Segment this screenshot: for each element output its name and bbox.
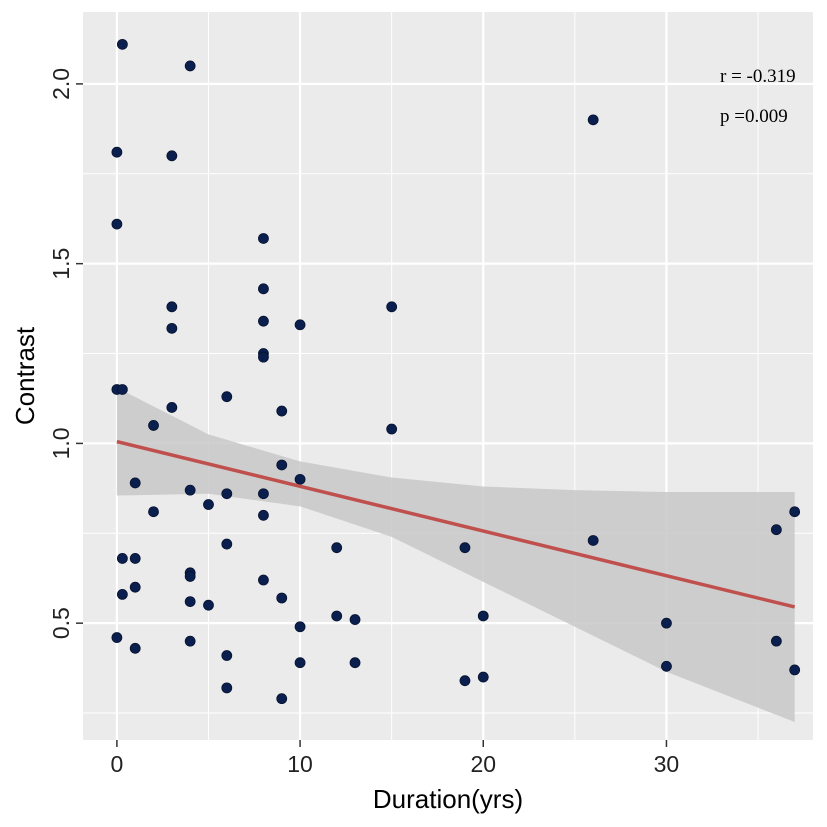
data-point <box>111 632 123 643</box>
data-point <box>258 488 269 500</box>
data-point <box>111 218 123 230</box>
data-point <box>349 614 361 625</box>
data-point <box>459 542 471 554</box>
data-point <box>203 599 214 611</box>
data-point <box>276 592 288 604</box>
data-point <box>116 589 128 600</box>
x-tick-label: 20 <box>470 751 496 777</box>
data-point <box>587 114 599 126</box>
data-point <box>276 459 288 471</box>
data-point <box>661 660 672 672</box>
data-point <box>166 301 178 313</box>
data-point <box>789 664 801 676</box>
annotation-p: p =0.009 <box>720 106 788 127</box>
confidence-band <box>116 387 795 723</box>
annotation-r: r = -0.319 <box>720 66 796 87</box>
data-point <box>184 60 196 72</box>
data-point <box>258 315 269 327</box>
data-point <box>129 581 141 593</box>
data-point <box>184 571 196 582</box>
x-axis-ticks: 0 10 20 30 <box>110 740 679 777</box>
data-point <box>116 553 128 564</box>
data-point <box>221 538 233 550</box>
data-point <box>184 596 196 607</box>
data-point <box>221 391 233 403</box>
data-point <box>770 635 782 647</box>
data-point <box>331 610 343 622</box>
data-point <box>258 351 269 363</box>
data-point <box>148 420 159 431</box>
data-point <box>111 146 123 158</box>
data-point <box>148 506 159 518</box>
data-point <box>349 657 361 669</box>
data-point <box>661 617 672 629</box>
data-point <box>258 233 269 244</box>
data-point <box>294 473 306 485</box>
data-point <box>294 621 306 633</box>
data-point <box>770 524 782 536</box>
x-tick-label: 30 <box>654 751 680 777</box>
data-point <box>258 283 269 295</box>
data-point <box>294 657 306 669</box>
y-tick-label: 1.5 <box>48 248 74 280</box>
data-point <box>166 402 178 413</box>
data-point <box>477 671 489 683</box>
data-point <box>294 319 306 331</box>
data-point <box>386 301 398 313</box>
data-point <box>116 384 128 395</box>
data-point <box>221 682 233 694</box>
data-point <box>587 535 599 546</box>
y-tick-label: 0.5 <box>48 607 74 639</box>
x-axis-title: Duration(yrs) <box>373 784 523 814</box>
data-point <box>258 509 269 521</box>
data-point <box>477 610 489 622</box>
data-point <box>221 650 233 661</box>
data-point <box>116 38 128 50</box>
x-tick-label: 0 <box>110 751 123 777</box>
data-point <box>276 405 288 417</box>
data-point <box>129 477 141 489</box>
data-point <box>276 693 288 705</box>
y-axis-ticks: 0.5 1.0 1.5 2.0 <box>48 68 83 639</box>
data-point <box>221 488 233 500</box>
data-point <box>166 150 178 162</box>
data-point <box>258 574 269 586</box>
data-point <box>203 499 214 510</box>
data-point <box>184 635 196 647</box>
x-tick-label: 10 <box>287 751 313 777</box>
data-point <box>459 675 471 687</box>
data-point <box>129 553 141 564</box>
data-point <box>129 642 141 654</box>
data-point <box>331 542 343 554</box>
data-point <box>166 322 178 334</box>
data-point <box>386 423 398 435</box>
y-tick-label: 2.0 <box>48 68 74 100</box>
y-axis-title: Contrast <box>10 326 40 425</box>
regression-line <box>116 439 796 609</box>
y-tick-label: 1.0 <box>48 427 74 459</box>
data-point <box>184 484 196 496</box>
data-point <box>789 506 801 518</box>
data-points <box>111 38 801 705</box>
